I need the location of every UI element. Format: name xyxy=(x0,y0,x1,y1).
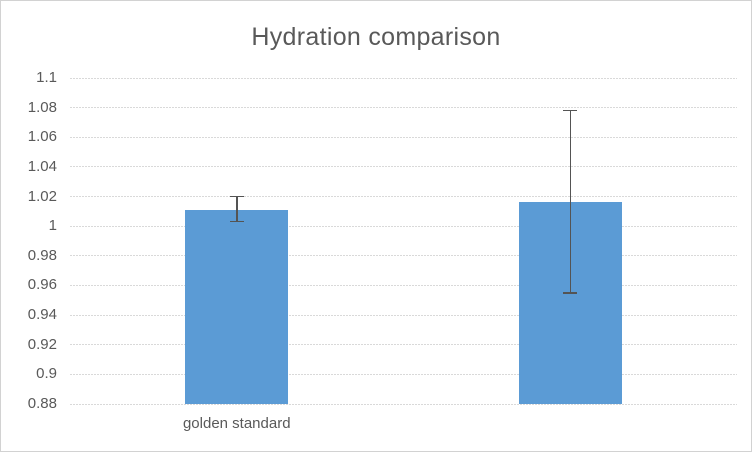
gridline xyxy=(70,77,737,79)
gridline xyxy=(70,373,737,375)
x-axis-category-label: golden standard xyxy=(182,415,291,432)
y-axis-tick-label: 1.08 xyxy=(27,98,57,116)
gridline xyxy=(70,255,737,257)
y-axis-tick-label: 0.88 xyxy=(27,395,57,412)
error-bar-cap xyxy=(563,109,578,112)
error-bar-cap xyxy=(229,195,244,198)
gridline xyxy=(70,344,737,346)
error-bar-cap xyxy=(563,292,578,294)
bar-series1[interactable] xyxy=(185,209,289,404)
gridline xyxy=(70,196,737,198)
y-axis-tick-label: 1.1 xyxy=(36,69,57,86)
y-axis-tick-label: 0.96 xyxy=(27,276,57,294)
y-axis-tick-label: 1 xyxy=(48,217,57,235)
gridline xyxy=(70,136,737,138)
gridline xyxy=(70,314,737,316)
y-axis-tick-label: 0.9 xyxy=(36,365,57,383)
y-axis-tick-label: 0.98 xyxy=(27,246,57,264)
gridline xyxy=(70,284,737,286)
error-bar-cap xyxy=(229,220,244,223)
y-axis-tick-label: 1.06 xyxy=(27,128,57,146)
y-axis-tick-label: 0.92 xyxy=(27,335,57,353)
y-axis-tick-label: 1.02 xyxy=(27,187,57,205)
gridline xyxy=(70,166,737,168)
y-axis-tick-label: 0.94 xyxy=(27,306,57,324)
error-bar-line xyxy=(236,196,238,222)
gridline xyxy=(70,403,737,405)
y-axis-tick-label: 1.04 xyxy=(27,157,57,175)
gridline xyxy=(70,107,737,109)
error-bar-line xyxy=(569,110,571,293)
gridline xyxy=(70,225,737,227)
chart-title: Hydration comparison xyxy=(251,23,501,51)
